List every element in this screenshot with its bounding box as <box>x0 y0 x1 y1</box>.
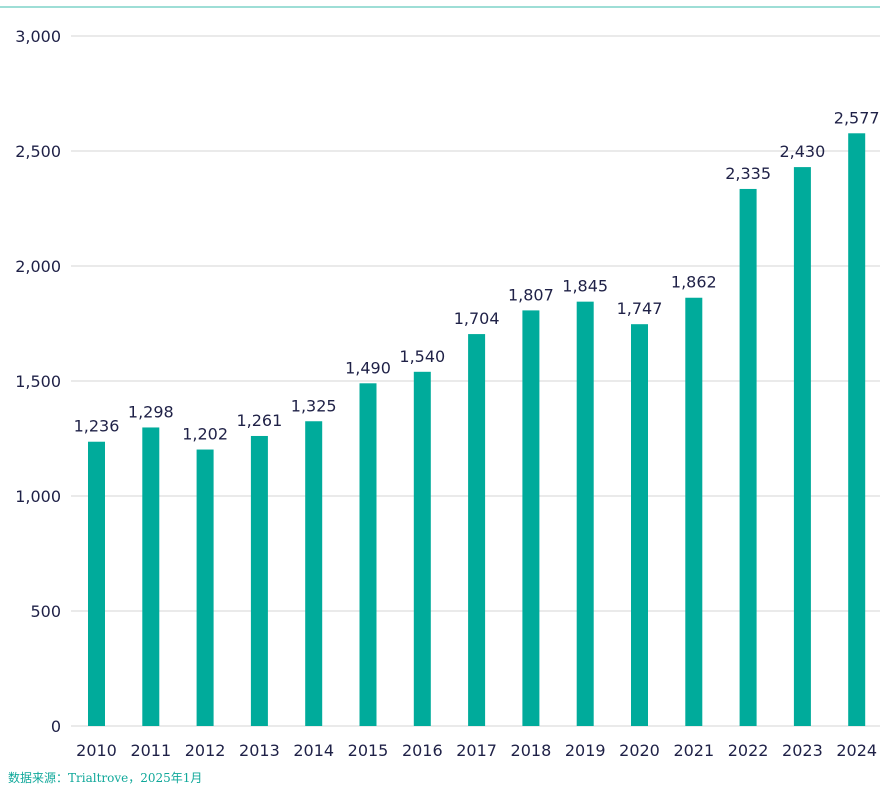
y-tick-label: 0 <box>51 717 61 736</box>
x-tick-label: 2023 <box>782 741 823 760</box>
data-label: 1,236 <box>74 417 120 436</box>
data-label: 1,845 <box>562 277 608 296</box>
data-label: 1,298 <box>128 402 174 421</box>
data-label: 1,261 <box>236 411 282 430</box>
x-tick-label: 2019 <box>565 741 606 760</box>
bar <box>196 449 214 726</box>
bar <box>413 371 431 726</box>
data-label: 1,540 <box>399 347 445 366</box>
bar <box>793 167 811 727</box>
data-label: 2,335 <box>725 164 771 183</box>
y-tick-label: 3,000 <box>15 27 61 46</box>
bar <box>576 301 594 726</box>
x-tick-label: 2018 <box>511 741 552 760</box>
bar <box>468 334 486 726</box>
bar <box>88 441 105 726</box>
x-tick-label: 2013 <box>239 741 280 760</box>
x-tick-label: 2011 <box>130 741 171 760</box>
x-tick-label: 2016 <box>402 741 443 760</box>
bar <box>848 133 866 727</box>
data-label: 2,577 <box>834 108 880 127</box>
bar <box>631 324 648 726</box>
data-label: 1,747 <box>617 299 663 318</box>
y-tick-label: 1,500 <box>15 372 61 391</box>
bar <box>359 383 377 726</box>
y-tick-label: 2,500 <box>15 142 61 161</box>
x-tick-label: 2022 <box>728 741 769 760</box>
y-tick-label: 2,000 <box>15 257 61 276</box>
data-label: 1,807 <box>508 285 554 304</box>
x-tick-label: 2012 <box>185 741 226 760</box>
bar <box>739 188 757 726</box>
x-tick-label: 2020 <box>619 741 660 760</box>
x-tick-label: 2024 <box>836 741 877 760</box>
bar <box>142 427 160 726</box>
x-tick-label: 2010 <box>76 741 117 760</box>
source-note: 数据来源：Trialtrove，2025年1月 <box>8 771 203 785</box>
bar <box>305 421 323 726</box>
bar <box>685 297 703 726</box>
y-tick-label: 500 <box>30 602 61 621</box>
data-label: 1,704 <box>454 309 500 328</box>
data-label: 1,490 <box>345 358 391 377</box>
data-label: 1,325 <box>291 396 337 415</box>
x-tick-label: 2017 <box>456 741 497 760</box>
y-tick-label: 1,000 <box>15 487 61 506</box>
data-label: 2,430 <box>779 142 825 161</box>
data-label: 1,202 <box>182 425 228 444</box>
x-tick-label: 2015 <box>348 741 389 760</box>
bar <box>522 310 540 726</box>
x-tick-label: 2021 <box>673 741 714 760</box>
x-tick-label: 2014 <box>293 741 334 760</box>
data-label: 1,862 <box>671 273 717 292</box>
bar <box>250 435 268 726</box>
